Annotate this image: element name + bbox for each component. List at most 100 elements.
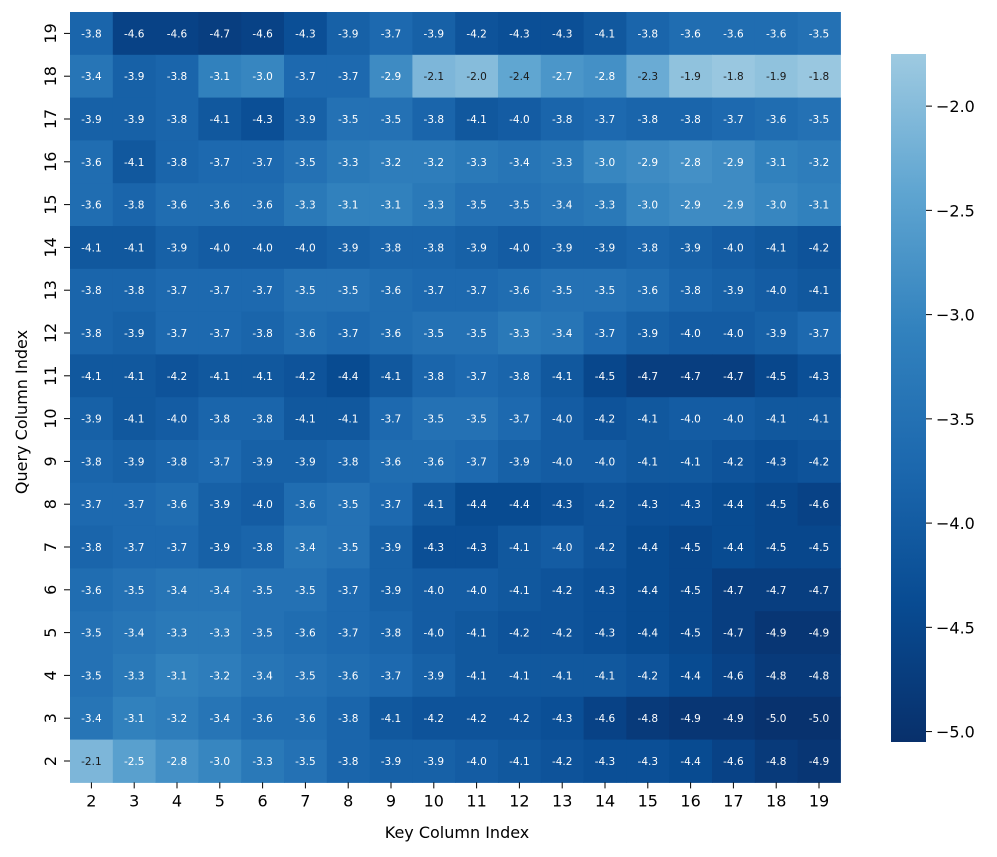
heatmap-cell [754,54,799,99]
heatmap-cell [369,696,413,741]
heatmap-cell [669,226,713,270]
cell-value-label: -3.8 [81,285,102,297]
cell-value-label: -2.1 [424,71,445,83]
heatmap-cell [112,12,157,56]
cell-value-label: -3.8 [638,28,659,40]
cell-value-label: -4.3 [552,713,573,725]
heatmap-cell [241,739,285,783]
cell-value-label: -4.2 [552,628,573,640]
cell-value-label: -4.1 [424,499,445,511]
cell-value-label: -4.3 [638,756,659,768]
heatmap-cell [412,97,456,141]
cell-value-label: -4.1 [595,670,616,682]
heatmap-cell [498,739,542,783]
heatmap-cell [669,97,713,141]
heatmap-cell [583,739,627,783]
cell-value-label: -3.7 [124,542,145,554]
y-tick-label: 14 [41,237,60,257]
cell-value-label: -4.3 [466,542,487,554]
heatmap-cell [326,739,371,783]
heatmap-cell [412,54,456,99]
heatmap-cell [369,397,413,441]
heatmap-cell [669,140,713,184]
cell-value-label: -4.3 [295,28,316,40]
heatmap-cell [369,654,413,698]
heatmap-cell [326,525,371,569]
heatmap-cell [326,183,371,227]
heatmap-cell [540,440,585,484]
heatmap-cell [112,226,157,270]
cell-value-label: -2.1 [81,756,102,768]
x-tick-label: 5 [215,791,225,810]
cell-value-label: -3.8 [680,114,701,126]
cell-value-label: -3.0 [638,200,659,212]
heatmap-cell [412,611,456,655]
heatmap-cell [626,12,670,56]
cell-value-label: -3.7 [381,670,402,682]
y-tick-label: 2 [41,756,60,766]
heatmap-cell [241,440,285,484]
x-tick-label: 6 [258,791,268,810]
cell-value-label: -3.8 [424,371,445,383]
cell-value-label: -3.3 [295,200,316,212]
cell-value-label: -4.6 [252,28,273,40]
heatmap-cell [241,54,285,99]
cell-value-label: -3.8 [252,414,273,426]
heatmap-cell [412,440,456,484]
heatmap-cell [198,696,242,741]
heatmap-cell [241,183,285,227]
heatmap-cell [284,654,328,698]
heatmap-cell [797,568,841,612]
cell-value-label: -4.6 [595,713,616,725]
cell-value-label: -3.9 [124,71,145,83]
cell-value-label: -3.0 [210,756,231,768]
cell-value-label: -3.8 [338,713,359,725]
cell-value-label: -3.8 [338,756,359,768]
cell-value-label: -4.1 [509,756,530,768]
heatmap-cell [70,397,114,441]
cell-value-label: -4.2 [295,371,316,383]
heatmap-cell [797,654,841,698]
heatmap-cell [626,654,670,698]
x-axis-title: Key Column Index [385,823,530,842]
heatmap-cell [112,268,157,313]
cell-value-label: -4.1 [466,628,487,640]
cell-value-label: -4.2 [466,713,487,725]
heatmap-cell [797,696,841,741]
cell-value-label: -4.1 [809,414,830,426]
heatmap-cell [369,12,413,56]
cell-value-label: -3.7 [381,414,402,426]
heatmap-cell [540,183,585,227]
heatmap-cell [284,97,328,141]
heatmap-cell [241,354,285,398]
heatmap-cell [70,226,114,270]
cell-value-label: -4.6 [124,28,145,40]
heatmap-cell [754,311,799,355]
cell-value-label: -3.1 [124,713,145,725]
heatmap-cells: -3.8 -4.6 -4.6 -4.7 -4.6 -4.3 -3.9 -3.7 -3.9 -4.2… [70,12,841,783]
y-tick-label: 11 [41,366,60,386]
cell-value-label: -3.6 [81,200,102,212]
heatmap-cell [155,354,199,398]
heatmap-cell [712,97,756,141]
cell-value-label: -3.6 [680,28,701,40]
cell-value-label: -3.9 [552,242,573,254]
cell-value-label: -3.8 [210,414,231,426]
heatmap-cell [112,525,157,569]
cell-value-label: -4.1 [680,456,701,468]
heatmap-cell [412,696,456,741]
cell-value-label: -4.0 [252,499,273,511]
cell-value-label: -3.5 [809,28,830,40]
cell-value-label: -1.9 [766,71,787,83]
cell-value-label: -4.1 [466,114,487,126]
x-tick-label: 4 [172,791,182,810]
heatmap-cell [326,482,371,527]
heatmap-cell [284,568,328,612]
heatmap-cell [155,696,199,741]
cell-value-label: -4.2 [595,499,616,511]
heatmap-cell [241,226,285,270]
heatmap-cell [540,568,585,612]
cell-value-label: -4.8 [638,713,659,725]
heatmap-cell [455,482,499,527]
y-tick-label: 15 [41,194,60,214]
